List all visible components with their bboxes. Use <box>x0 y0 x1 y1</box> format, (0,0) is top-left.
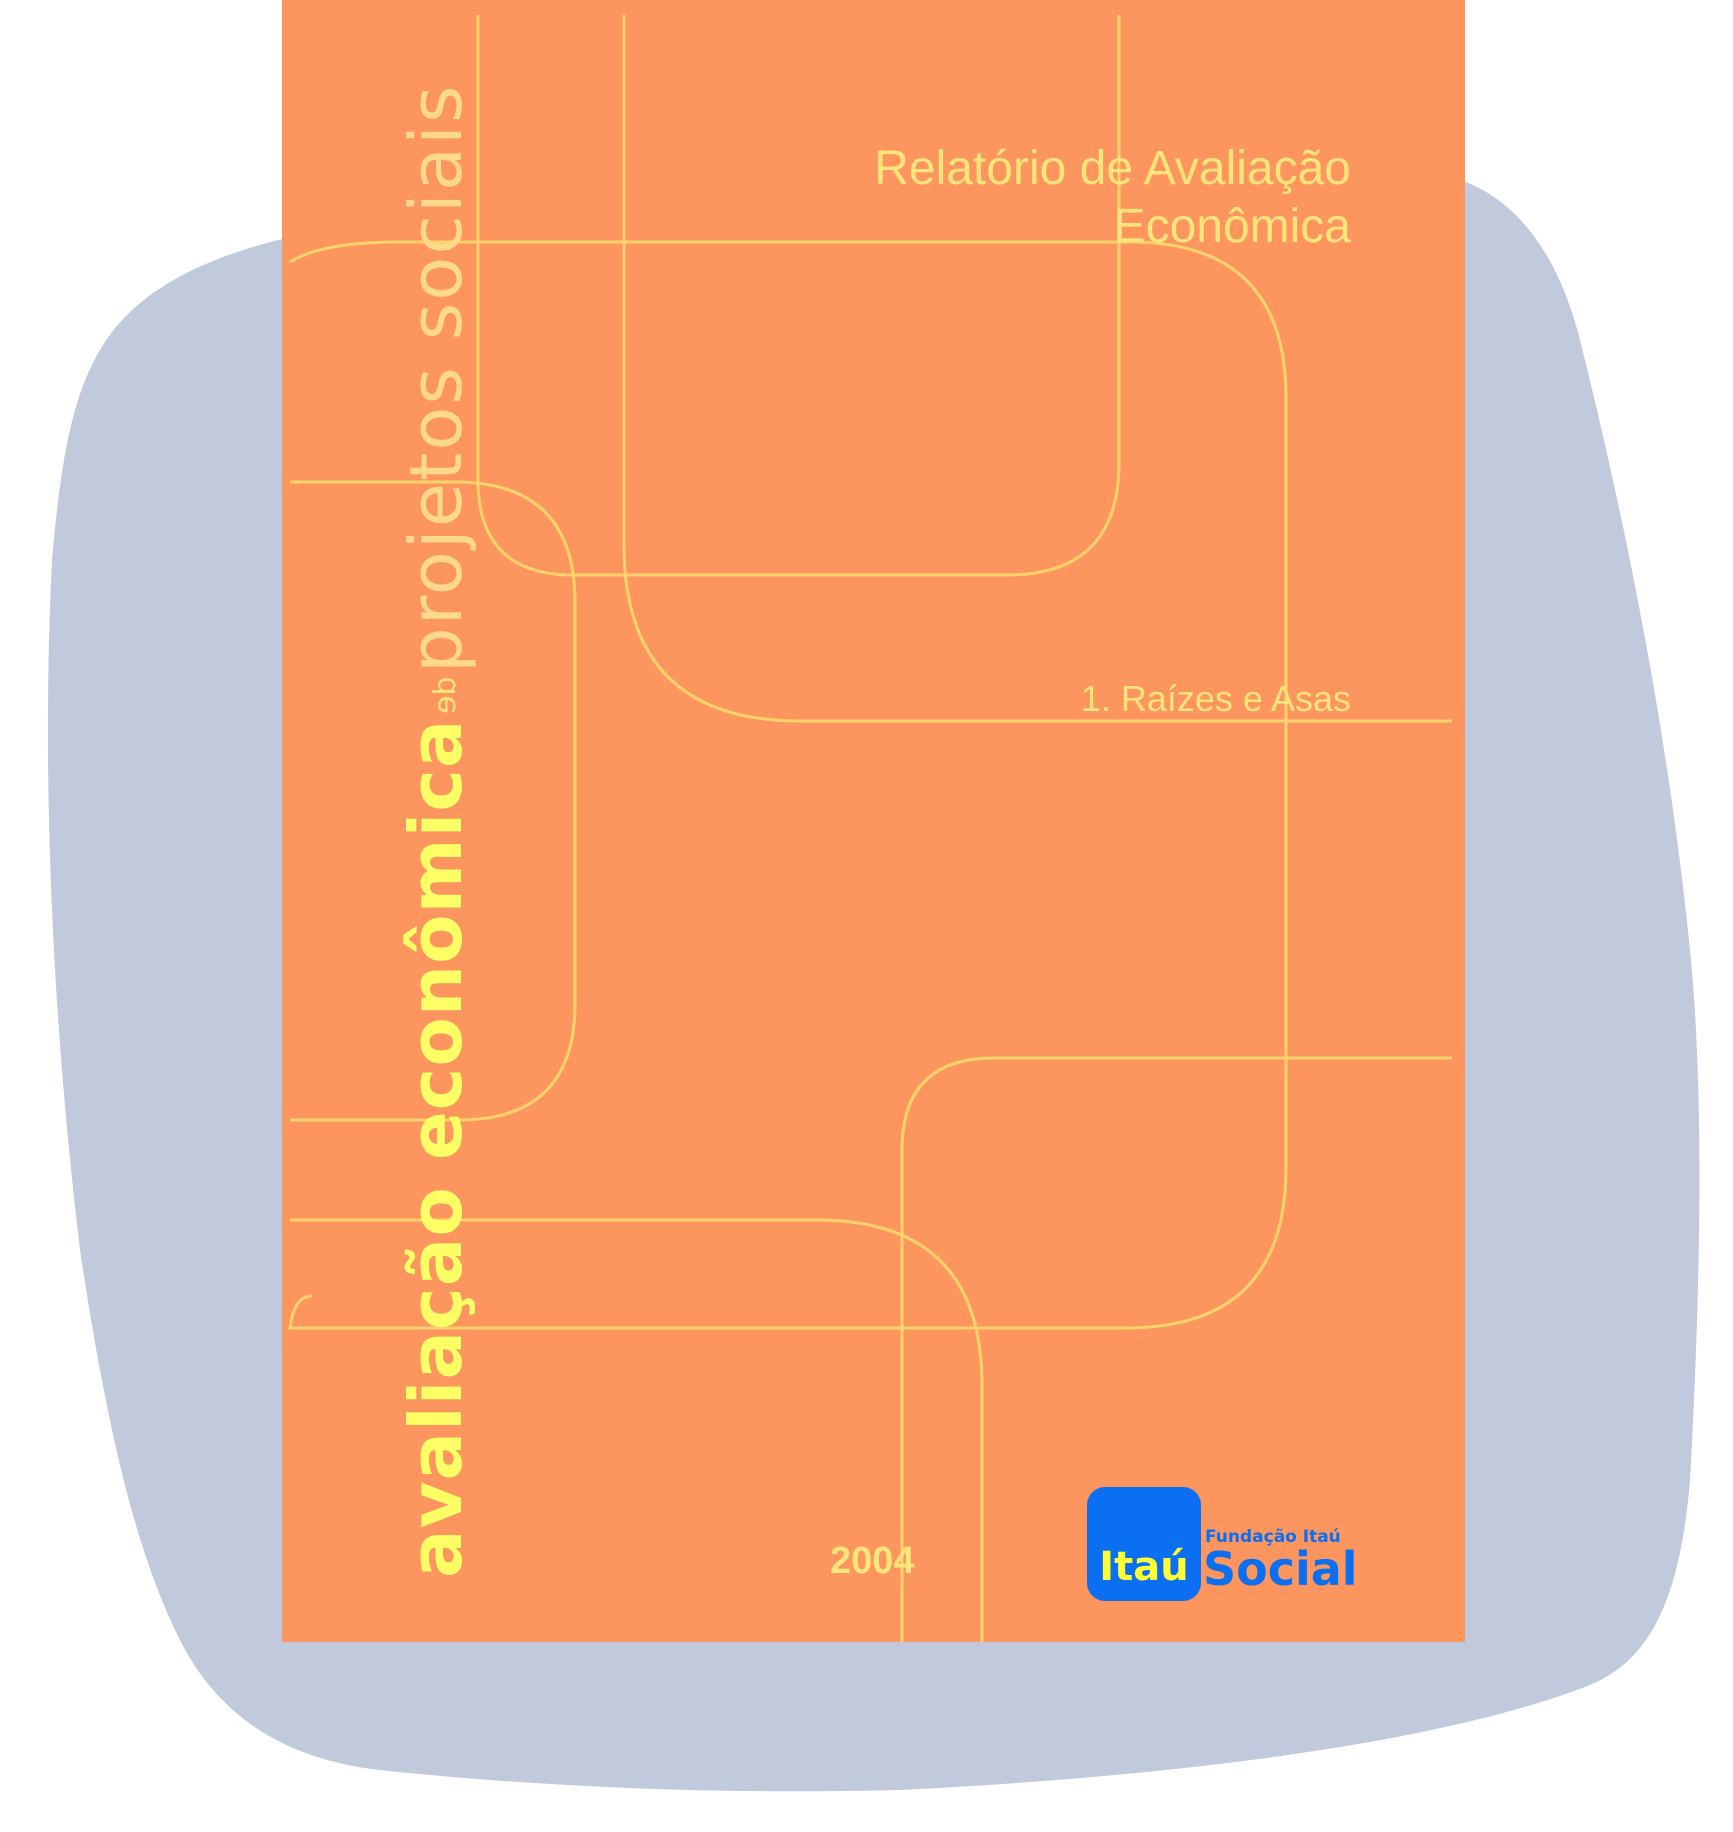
volume-label: 1. Raízes e Asas <box>1080 678 1351 719</box>
decorative-line-art <box>288 15 1452 1642</box>
logo-foundation-text: Fundação Itaú <box>1205 1527 1341 1547</box>
report-title-line-2: Econômica <box>1113 200 1351 253</box>
report-title-line-1: Relatório de Avaliação <box>874 142 1351 195</box>
line-rect-top-inner <box>622 15 1452 723</box>
report-title: Relatório de Avaliação Econômica <box>874 140 1351 256</box>
itau-logo-box <box>1087 1487 1201 1601</box>
line-horizontal-upper <box>288 240 1288 1330</box>
fundacao-itau-social-logo: Itaú Fundação Itaú Social <box>1087 1487 1358 1607</box>
series-title-de: de <box>428 676 463 715</box>
line-lower-curve <box>290 1218 984 1642</box>
line-left-loop <box>290 480 577 1122</box>
line-lower-right <box>900 1056 1452 1642</box>
report-cover: Relatório de Avaliação Econômica 1. Raíz… <box>282 0 1465 1642</box>
logo-program-text: Social <box>1203 1542 1358 1596</box>
series-title-strong: avaliação econômica <box>394 718 478 1578</box>
itau-logo-text: Itaú <box>1099 1544 1189 1590</box>
line-rect-top <box>476 15 1121 577</box>
series-title-light: projetos sociais <box>394 83 478 673</box>
series-title-vertical: avaliação econômicadeprojetos sociais <box>394 83 478 1578</box>
publication-year: 2004 <box>830 1540 915 1582</box>
